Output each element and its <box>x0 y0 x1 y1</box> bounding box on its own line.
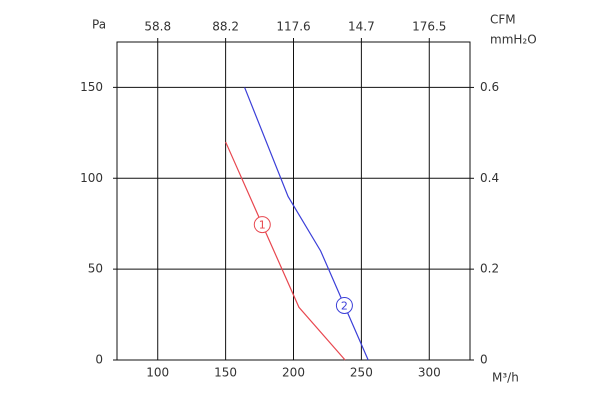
y-tick-label: 50 <box>88 262 103 276</box>
x-axis-label: M³/h <box>492 371 519 385</box>
y2-axis-label: mmH₂O <box>490 33 537 47</box>
x2-tick-label: 14.7 <box>348 20 375 34</box>
series-label: 1 <box>259 219 266 232</box>
y2-tick-label: 0.4 <box>480 171 499 185</box>
series-label: 2 <box>341 299 348 312</box>
y2-tick-label: 0.6 <box>480 80 499 94</box>
x-tick-label: 300 <box>418 366 441 380</box>
x-tick-label: 150 <box>214 366 237 380</box>
y-tick-label: 100 <box>80 171 103 185</box>
x2-tick-label: 117.6 <box>276 20 310 34</box>
y2-tick-label: 0 <box>480 353 488 367</box>
x2-tick-label: 88.2 <box>212 20 239 34</box>
x2-tick-label: 176.5 <box>412 20 446 34</box>
y-tick-label: 0 <box>95 353 103 367</box>
series-line <box>225 141 346 361</box>
x2-axis-label: CFM <box>490 13 516 27</box>
x-tick-label: 100 <box>146 366 169 380</box>
series-label-circle <box>253 216 271 234</box>
y-tick-label: 150 <box>80 80 103 94</box>
x-tick-label: 250 <box>350 366 373 380</box>
x2-tick-label: 58.8 <box>144 20 171 34</box>
series-label-circle <box>335 296 353 314</box>
x-tick-label: 200 <box>282 366 305 380</box>
y-axis-label: Pa <box>92 18 106 32</box>
y2-tick-label: 0.2 <box>480 262 499 276</box>
